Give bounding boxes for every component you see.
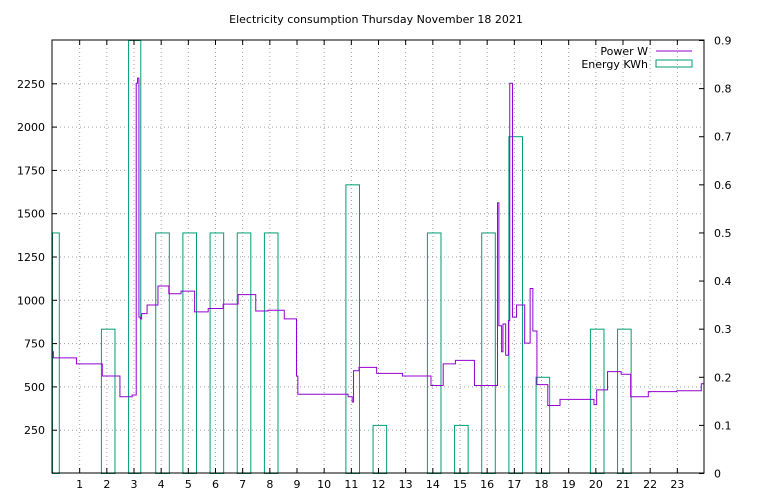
y-axis-left: 250 500 750 1000 1250 1500 1750 2000 2250 bbox=[17, 78, 57, 437]
power-series-line bbox=[52, 77, 704, 406]
x-tick-label: 13 bbox=[399, 478, 413, 491]
x-tick-label: 18 bbox=[535, 478, 549, 491]
x-tick-label: 6 bbox=[212, 478, 219, 491]
y-right-tick-label: 0.3 bbox=[714, 323, 732, 336]
x-tick-label: 14 bbox=[426, 478, 440, 491]
energy-bar bbox=[481, 232, 496, 474]
x-tick-label: 2 bbox=[103, 478, 110, 491]
y-right-tick-label: 0.2 bbox=[714, 371, 732, 384]
x-tick-label: 10 bbox=[317, 478, 331, 491]
legend-energy-swatch bbox=[655, 59, 693, 68]
y-left-tick-label: 250 bbox=[24, 424, 45, 437]
x-tick-label: 22 bbox=[643, 478, 657, 491]
y-right-tick-label: 0.1 bbox=[714, 419, 732, 432]
energy-bar bbox=[236, 232, 252, 474]
energy-bar bbox=[454, 424, 469, 474]
legend: Power W Energy KWh bbox=[581, 45, 693, 71]
x-tick-label: 17 bbox=[507, 478, 521, 491]
y-left-tick-label: 2000 bbox=[17, 121, 45, 134]
y-right-tick-label: 0.4 bbox=[714, 275, 732, 288]
x-tick-label: 15 bbox=[453, 478, 467, 491]
x-tick-label: 23 bbox=[670, 478, 684, 491]
grid bbox=[52, 40, 704, 473]
energy-bar bbox=[617, 328, 632, 474]
x-tick-label: 3 bbox=[131, 478, 138, 491]
x-tick-label: 12 bbox=[372, 478, 386, 491]
x-tick-label: 16 bbox=[480, 478, 494, 491]
energy-bar bbox=[209, 232, 225, 474]
y-left-tick-label: 1250 bbox=[17, 251, 45, 264]
energy-bar bbox=[100, 328, 116, 474]
energy-bar bbox=[372, 424, 388, 474]
y-left-tick-label: 2250 bbox=[17, 78, 45, 91]
x-tick-label: 4 bbox=[158, 478, 165, 491]
x-tick-label: 19 bbox=[562, 478, 576, 491]
x-tick-label: 8 bbox=[266, 478, 273, 491]
x-tick-label: 1 bbox=[76, 478, 83, 491]
power-line bbox=[52, 77, 704, 406]
y-left-tick-label: 750 bbox=[24, 338, 45, 351]
x-tick-label: 7 bbox=[239, 478, 246, 491]
x-tick-label: 20 bbox=[589, 478, 603, 491]
y-left-tick-label: 1500 bbox=[17, 208, 45, 221]
x-tick-label: 5 bbox=[185, 478, 192, 491]
energy-bar bbox=[263, 232, 279, 474]
legend-power-label: Power W bbox=[600, 45, 648, 58]
y-right-tick-label: 0.7 bbox=[714, 131, 732, 144]
x-tick-label: 9 bbox=[294, 478, 301, 491]
legend-energy-label: Energy KWh bbox=[581, 58, 648, 71]
y-left-tick-label: 500 bbox=[24, 381, 45, 394]
x-axis: 1 2 3 4 5 6 7 8 9 10 11 12 13 14 15 16 17 18 19 20 21 22 23 bbox=[76, 40, 684, 491]
y-left-tick-label: 1750 bbox=[17, 164, 45, 177]
y-right-tick-label: 0.5 bbox=[714, 227, 732, 240]
energy-bar bbox=[182, 232, 197, 474]
energy-bar bbox=[155, 232, 170, 474]
y-right-tick-label: 0 bbox=[714, 468, 721, 481]
y-left-tick-label: 1000 bbox=[17, 294, 45, 307]
y-right-tick-label: 0.6 bbox=[714, 179, 732, 192]
chart-title: Electricity consumption Thursday Novembe… bbox=[229, 13, 523, 26]
y-right-tick-label: 0.9 bbox=[714, 35, 732, 48]
energy-bar bbox=[426, 232, 442, 474]
x-tick-label: 21 bbox=[616, 478, 630, 491]
y-right-tick-label: 0.8 bbox=[714, 83, 732, 96]
y-axis-right: 0 0.1 0.2 0.3 0.4 0.5 0.6 0.7 0.8 0.9 bbox=[699, 35, 732, 481]
x-tick-label: 11 bbox=[344, 478, 358, 491]
